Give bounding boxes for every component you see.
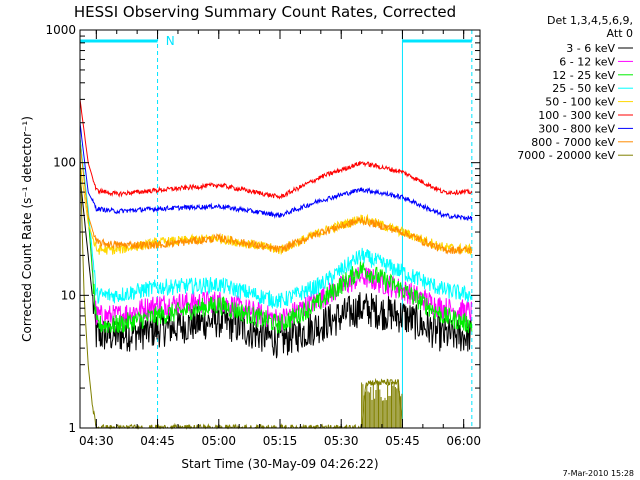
y-tick-label: 10 <box>61 288 76 302</box>
series-line-5 <box>79 99 473 200</box>
x-tick-label: 04:30 <box>79 434 114 448</box>
legend-label-8: 7000 - 20000 keV <box>517 149 615 162</box>
series-layer <box>79 99 473 430</box>
y-tick-label: 1 <box>68 421 76 435</box>
series-line-1 <box>79 139 473 331</box>
x-tick-label: 06:00 <box>446 434 481 448</box>
x-tick-label: 05:15 <box>263 434 298 448</box>
x-tick-label: 05:00 <box>201 434 236 448</box>
annotation-n: N <box>166 34 175 48</box>
legend-label-5: 100 - 300 keV <box>538 109 615 122</box>
y-tick-label: 100 <box>53 156 76 170</box>
x-axis-label: Start Time (30-May-09 04:26:22) <box>181 457 378 471</box>
legend-label-3: 25 - 50 keV <box>552 82 615 95</box>
x-tick-label: 05:30 <box>324 434 359 448</box>
legend-header-line-2: Att 0 <box>607 27 633 40</box>
series-line-0 <box>79 175 473 359</box>
x-tick-label: 05:45 <box>385 434 420 448</box>
legend-label-2: 12 - 25 keV <box>552 69 615 82</box>
axes: 1 10 100 1000 04:30 04:45 05:00 05:15 05:30 05:45… <box>45 23 481 448</box>
series-line-2 <box>79 139 473 334</box>
night-intervals <box>80 30 473 428</box>
legend-label-1: 6 - 12 keV <box>559 55 615 68</box>
legend-label-6: 300 - 800 keV <box>538 122 615 135</box>
legend-header-line-1: Det 1,3,4,5,6,9, <box>547 14 633 27</box>
x-tick-label: 04:45 <box>140 434 175 448</box>
chart-title: HESSI Observing Summary Count Rates, Cor… <box>74 3 456 21</box>
y-axis-label: Corrected Count Rate (s⁻¹ detector⁻¹) <box>20 116 34 342</box>
legend-label-0: 3 - 6 keV <box>566 42 615 55</box>
series-line-7 <box>79 143 473 256</box>
y-tick-label: 1000 <box>45 23 76 37</box>
legend-label-7: 800 - 7000 keV <box>531 136 615 149</box>
legend-label-4: 50 - 100 keV <box>545 96 615 109</box>
plot-frame <box>79 29 481 429</box>
series-line-6 <box>79 122 473 221</box>
series-line-3 <box>79 139 473 310</box>
footer-stamp: 7-Mar-2010 15:28 <box>563 469 634 478</box>
